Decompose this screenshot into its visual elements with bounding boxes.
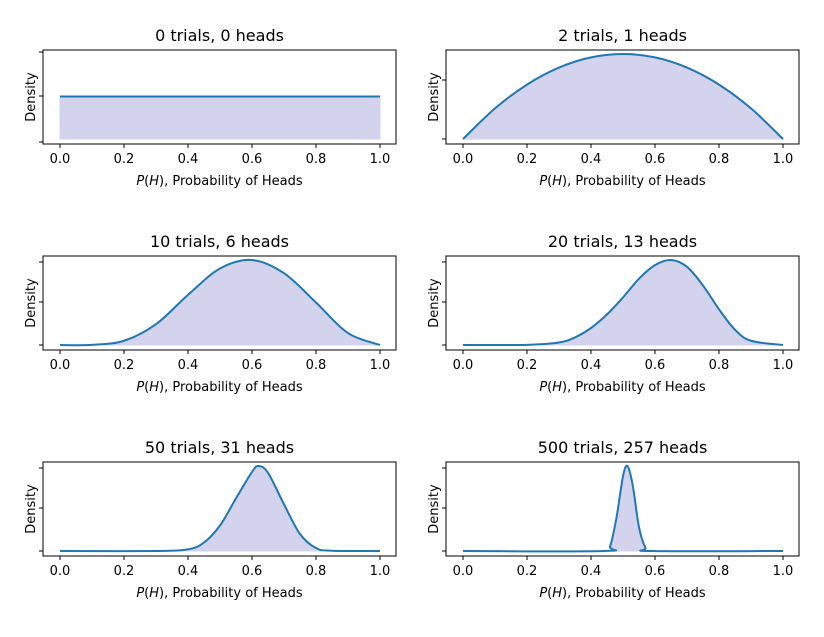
axes-frame: [42, 461, 397, 557]
x-tick-label: 0.4: [581, 152, 602, 167]
subplot-1: 0.0 0.2 0.4 0.6 0.8 1.0 0 trials, 0 heads P(H),…: [24, 26, 397, 189]
x-tick-label: 1.0: [773, 358, 794, 373]
x-tick-label: 0.6: [645, 152, 666, 167]
x-tick-label: 0.6: [242, 358, 263, 373]
x-tick-label: 0.0: [453, 564, 474, 579]
density-area: [59, 465, 381, 552]
y-axis-label: Density: [24, 72, 39, 122]
subplot-title: 50 trials, 31 heads: [145, 438, 294, 457]
subplot-title: 0 trials, 0 heads: [155, 26, 284, 45]
x-tick-label: 0.0: [50, 152, 71, 167]
axes-frame: [445, 255, 800, 351]
y-axis-label: Density: [24, 484, 39, 534]
x-tick-label: 0.0: [453, 152, 474, 167]
y-axis-label: Density: [427, 278, 442, 328]
x-axis-label: P(H), Probability of Heads: [136, 380, 303, 395]
subplot-title: 500 trials, 257 heads: [538, 438, 708, 457]
y-axis-label: Density: [427, 484, 442, 534]
x-tick-label: 0.8: [306, 152, 327, 167]
x-tick-label: 0.8: [306, 564, 327, 579]
x-axis-label: P(H), Probability of Heads: [136, 174, 303, 189]
x-tick-label: 0.2: [114, 152, 135, 167]
x-tick-label: 0.4: [178, 564, 199, 579]
axes-frame: [445, 461, 800, 557]
x-tick-label: 0.4: [178, 358, 199, 373]
x-tick-label: 0.0: [453, 358, 474, 373]
density-line: [59, 464, 381, 553]
x-tick-label: 1.0: [773, 564, 794, 579]
density-area: [59, 259, 381, 346]
x-axis-label: P(H), Probability of Heads: [539, 174, 706, 189]
x-tick-label: 0.2: [114, 358, 135, 373]
x-tick-label: 0.6: [242, 564, 263, 579]
axes-frame: [42, 49, 397, 145]
x-tick-label: 1.0: [370, 358, 391, 373]
x-tick-label: 1.0: [370, 152, 391, 167]
x-tick-label: 0.2: [114, 564, 135, 579]
x-tick-label: 0.4: [581, 358, 602, 373]
subplot-title: 20 trials, 13 heads: [548, 232, 697, 251]
x-tick-label: 0.0: [50, 564, 71, 579]
x-tick-label: 0.8: [709, 152, 730, 167]
density-line: [462, 258, 784, 347]
x-tick-label: 0.2: [517, 358, 538, 373]
x-tick-label: 1.0: [370, 564, 391, 579]
x-tick-label: 0.6: [242, 152, 263, 167]
x-tick-label: 0.4: [178, 152, 199, 167]
x-tick-label: 0.2: [517, 564, 538, 579]
subplot-2: 0.0 0.2 0.4 0.6 0.8 1.0 2 trials, 1 heads P(H),…: [427, 26, 800, 189]
x-axis-label: P(H), Probability of Heads: [136, 586, 303, 601]
axes-frame: [42, 255, 397, 351]
subplot-5: 0.0 0.2 0.4 0.6 0.8 1.0 50 trials, 31 heads P(H…: [24, 438, 397, 601]
subplot-6: 0.0 0.2 0.4 0.6 0.8 1.0 500 trials, 257 heads P…: [427, 438, 800, 601]
x-tick-label: 0.6: [645, 564, 666, 579]
density-line: [462, 52, 784, 140]
x-axis-label: P(H), Probability of Heads: [539, 380, 706, 395]
density-area: [59, 95, 381, 140]
y-axis-label: Density: [427, 72, 442, 122]
x-tick-label: 0.4: [581, 564, 602, 579]
x-tick-label: 0.6: [645, 358, 666, 373]
density-area: [462, 259, 784, 346]
x-tick-label: 0.2: [517, 152, 538, 167]
axes-frame: [445, 49, 800, 145]
density-line: [59, 258, 381, 347]
x-axis-label: P(H), Probability of Heads: [539, 586, 706, 601]
subplot-title: 10 trials, 6 heads: [150, 232, 289, 251]
x-tick-label: 0.8: [709, 564, 730, 579]
subplot-4: 0.0 0.2 0.4 0.6 0.8 1.0 20 trials, 13 heads P(H…: [427, 232, 800, 395]
x-tick-label: 0.8: [709, 358, 730, 373]
y-axis-label: Density: [24, 278, 39, 328]
x-tick-label: 1.0: [773, 152, 794, 167]
density-line: [462, 464, 784, 553]
subplot-3: 0.0 0.2 0.4 0.6 0.8 1.0 10 trials, 6 heads P(H)…: [24, 232, 397, 395]
x-tick-label: 0.0: [50, 358, 71, 373]
x-tick-label: 0.8: [306, 358, 327, 373]
subplot-title: 2 trials, 1 heads: [558, 26, 687, 45]
